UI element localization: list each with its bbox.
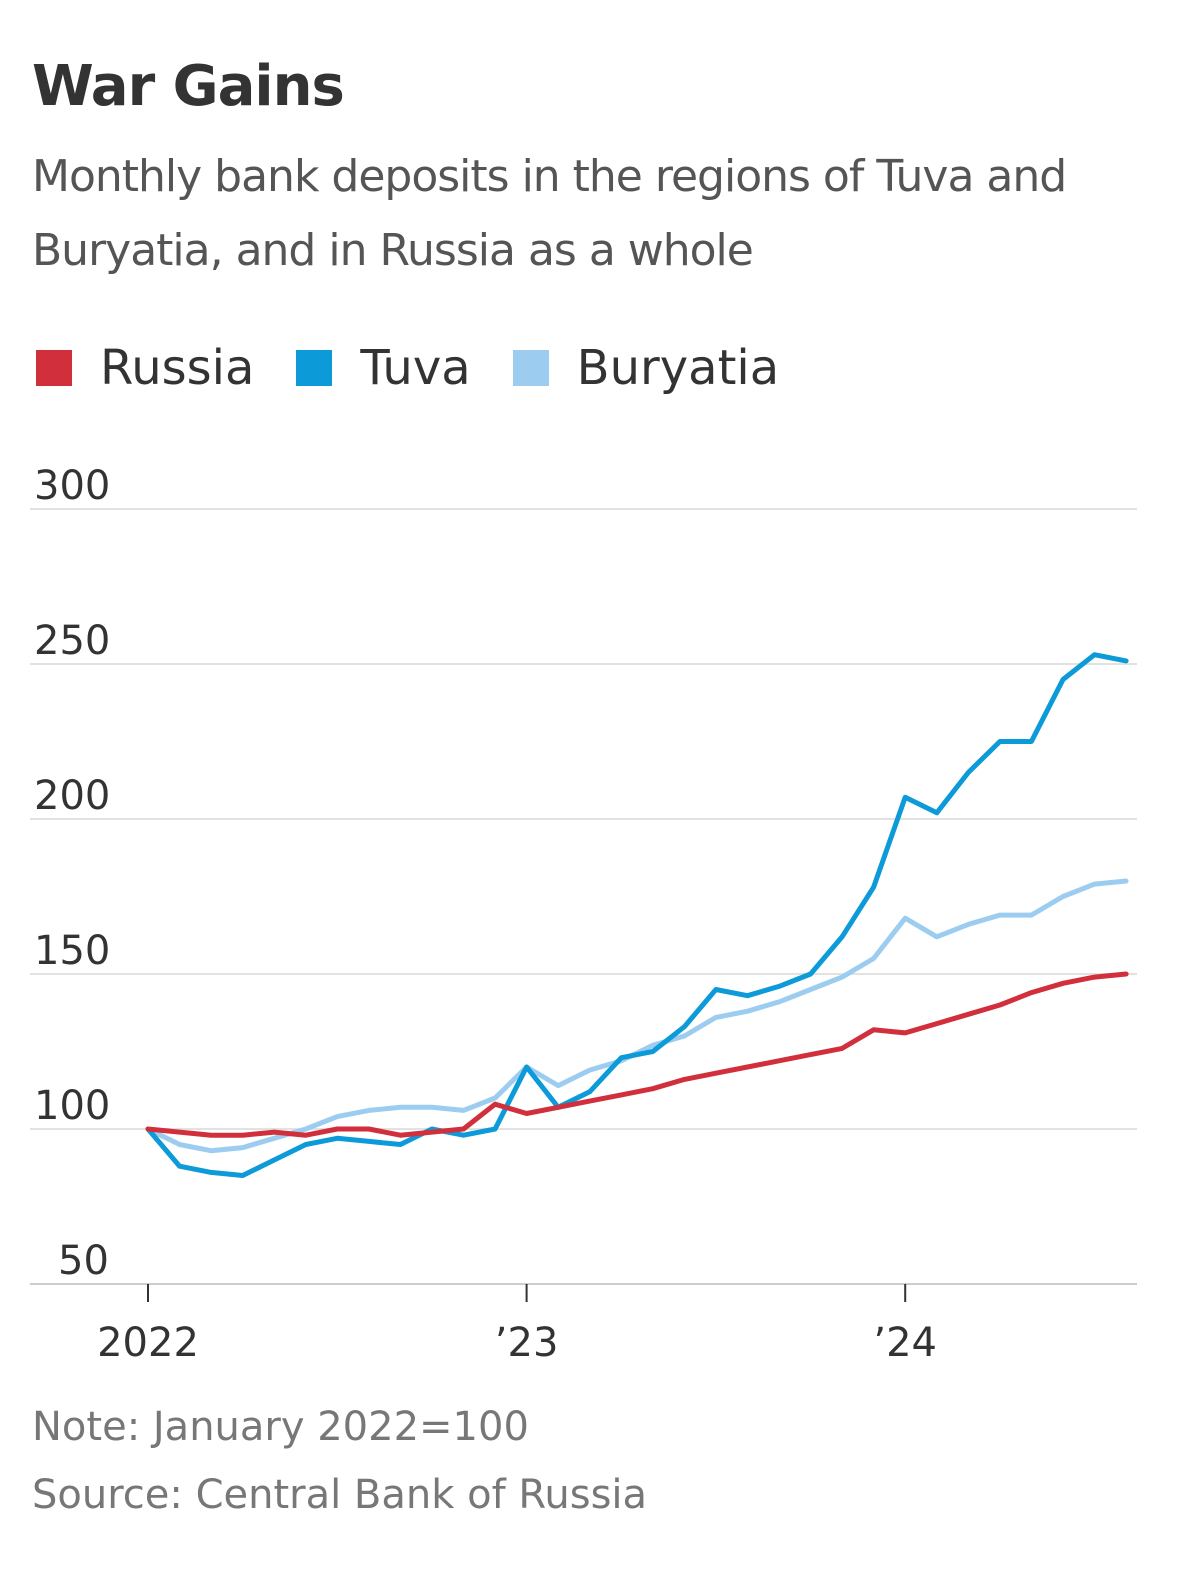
y-tick-label-250: 250 <box>34 618 110 664</box>
y-tick-label-150: 150 <box>34 928 110 974</box>
chart-subtitle: Monthly bank deposits in the regions of … <box>32 151 1067 276</box>
y-tick-label-100: 100 <box>34 1083 110 1129</box>
legend-swatch-buryatia <box>512 350 549 386</box>
y-tick-label-200: 200 <box>34 773 110 819</box>
x-tick-label-2024-01: ’24 <box>873 1320 937 1366</box>
legend-label-tuva: Tuva <box>360 340 471 396</box>
legend-label-buryatia: Buryatia <box>576 340 780 396</box>
legend-item-tuva: Tuva <box>296 340 471 396</box>
series-line-russia <box>145 971 1129 1138</box>
legend-item-buryatia: Buryatia <box>512 340 780 396</box>
chart-source: Source: Central Bank of Russia <box>32 1472 648 1518</box>
y-tick-label-300: 300 <box>34 463 110 509</box>
legend-label-russia: Russia <box>100 340 255 396</box>
legend-swatch-russia <box>36 350 72 386</box>
y-tick-label-50: 50 <box>58 1238 109 1284</box>
series-line-buryatia <box>145 878 1129 1154</box>
legend-swatch-tuva <box>296 350 333 386</box>
line-chart: 50 100 150 200 250 300 2022 ’23 ’24 <box>30 463 1137 1366</box>
legend: Russia Tuva Buryatia <box>36 336 821 400</box>
series-lines <box>145 652 1129 1178</box>
chart-note: Note: January 2022=100 <box>32 1404 529 1450</box>
y-axis-tick-labels: 50 100 150 200 250 300 <box>34 463 110 1284</box>
series-line-tuva <box>145 652 1129 1178</box>
legend-item-russia: Russia <box>36 340 254 396</box>
chart-title: War Gains <box>32 54 345 119</box>
gridlines <box>30 508 1137 1285</box>
x-tick-label-2022-01: 2022 <box>97 1320 199 1366</box>
x-axis: 2022 ’23 ’24 <box>97 1284 937 1366</box>
x-tick-label-2023-01: ’23 <box>495 1320 559 1366</box>
